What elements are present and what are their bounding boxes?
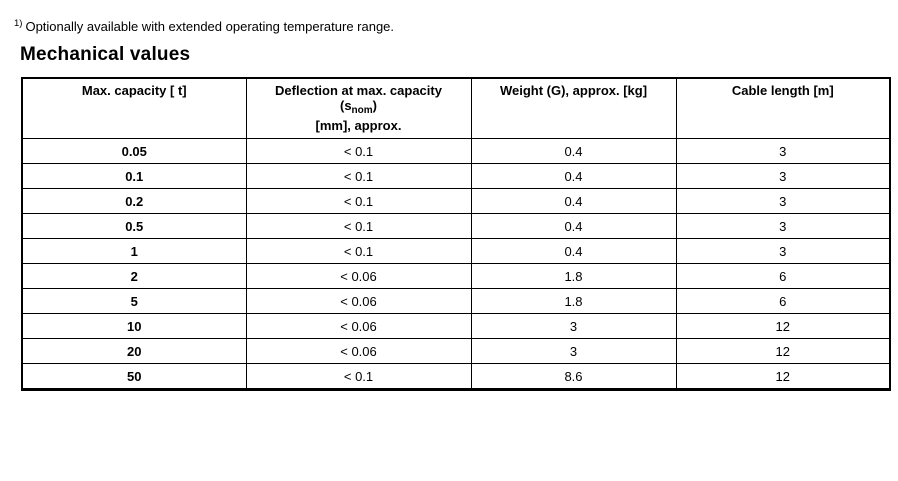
cell-cable: 3 xyxy=(675,163,891,189)
mechanical-values-table: Max. capacity [ t] Deflection at max. ca… xyxy=(21,77,891,391)
table-row: 1 < 0.1 0.4 3 xyxy=(21,238,891,264)
cell-deflection: < 0.1 xyxy=(245,363,472,390)
cell-capacity: 0.2 xyxy=(21,188,247,214)
cell-capacity: 5 xyxy=(21,288,247,314)
cell-deflection: < 0.06 xyxy=(245,263,472,289)
cell-deflection: < 0.1 xyxy=(245,213,472,239)
cell-deflection: < 0.1 xyxy=(245,163,472,189)
cell-cable: 3 xyxy=(675,213,891,239)
cell-cable: 12 xyxy=(675,313,891,339)
cell-deflection: < 0.1 xyxy=(245,238,472,264)
cell-cable: 3 xyxy=(675,188,891,214)
cell-weight: 0.4 xyxy=(470,163,677,189)
cell-cable: 6 xyxy=(675,288,891,314)
deflection-header-line1: Deflection at max. capacity xyxy=(275,83,442,98)
cell-weight: 3 xyxy=(470,338,677,364)
cell-capacity: 20 xyxy=(21,338,247,364)
footnote-text: Optionally available with extended opera… xyxy=(25,19,395,34)
column-header-capacity: Max. capacity [ t] xyxy=(21,77,247,139)
cell-weight: 0.4 xyxy=(470,213,677,239)
cell-deflection: < 0.06 xyxy=(245,288,472,314)
cell-weight: 8.6 xyxy=(470,363,677,390)
cell-weight: 1.8 xyxy=(470,263,677,289)
cell-capacity: 2 xyxy=(21,263,247,289)
table-row: 2 < 0.06 1.8 6 xyxy=(21,263,891,289)
table-header-row: Max. capacity [ t] Deflection at max. ca… xyxy=(21,77,891,139)
cell-cable: 12 xyxy=(675,338,891,364)
table-row: 0.05 < 0.1 0.4 3 xyxy=(21,138,891,164)
section-heading: Mechanical values xyxy=(20,44,191,65)
cell-deflection: < 0.06 xyxy=(245,338,472,364)
cell-weight: 0.4 xyxy=(470,238,677,264)
cell-cable: 3 xyxy=(675,138,891,164)
cell-deflection: < 0.1 xyxy=(245,188,472,214)
table-row: 0.1 < 0.1 0.4 3 xyxy=(21,163,891,189)
cell-weight: 0.4 xyxy=(470,138,677,164)
table-row: 20 < 0.06 3 12 xyxy=(21,338,891,364)
cell-cable: 12 xyxy=(675,363,891,390)
cell-cable: 6 xyxy=(675,263,891,289)
deflection-header-symbol: (snom) xyxy=(339,98,377,116)
cell-weight: 1.8 xyxy=(470,288,677,314)
cell-deflection: < 0.1 xyxy=(245,138,472,164)
cell-capacity: 0.05 xyxy=(21,138,247,164)
snom-subscript: nom xyxy=(351,105,373,116)
cell-capacity: 0.1 xyxy=(21,163,247,189)
table-row: 5 < 0.06 1.8 6 xyxy=(21,288,891,314)
footnote-marker: 1) xyxy=(14,18,23,29)
cell-capacity: 50 xyxy=(21,363,247,390)
cell-capacity: 0.5 xyxy=(21,213,247,239)
cell-capacity: 1 xyxy=(21,238,247,264)
cell-cable: 3 xyxy=(675,238,891,264)
cell-deflection: < 0.06 xyxy=(245,313,472,339)
column-header-deflection: Deflection at max. capacity (snom) [mm],… xyxy=(245,77,472,139)
column-header-weight: Weight (G), approx. [kg] xyxy=(470,77,677,139)
cell-weight: 3 xyxy=(470,313,677,339)
cell-weight: 0.4 xyxy=(470,188,677,214)
cell-capacity: 10 xyxy=(21,313,247,339)
table-row: 0.5 < 0.1 0.4 3 xyxy=(21,213,891,239)
footnote: 1) Optionally available with extended ope… xyxy=(14,16,394,35)
table-row: 0.2 < 0.1 0.4 3 xyxy=(21,188,891,214)
table-row: 10 < 0.06 3 12 xyxy=(21,313,891,339)
table-row: 50 < 0.1 8.6 12 xyxy=(21,363,891,390)
column-header-cable: Cable length [m] xyxy=(675,77,891,139)
deflection-header-line3: [mm], approx. xyxy=(315,118,402,133)
